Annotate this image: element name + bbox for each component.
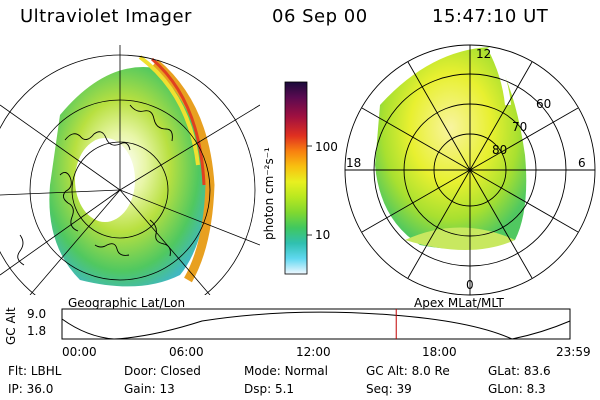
colorbar bbox=[284, 81, 312, 275]
info-glat: GLat: 83.6 bbox=[488, 364, 551, 378]
info-door: Door: Closed bbox=[124, 364, 201, 378]
right-map-label: Apex MLat/MLT bbox=[414, 296, 504, 310]
x-tick-1200: 12:00 bbox=[296, 345, 331, 359]
mlt-label-18: 18 bbox=[346, 156, 362, 170]
colorbar-tick-10: 10 bbox=[315, 228, 331, 242]
altitude-ylabel: GC Alt bbox=[4, 307, 18, 345]
lat-label-60: 60 bbox=[536, 97, 552, 111]
info-gc-alt: GC Alt: 8.0 Re bbox=[366, 364, 450, 378]
info-ip: IP: 36.0 bbox=[8, 382, 54, 396]
info-dsp: Dsp: 5.1 bbox=[244, 382, 295, 396]
info-flt: Flt: LBHL bbox=[8, 364, 62, 378]
lat-label-70: 70 bbox=[512, 120, 528, 134]
altitude-ytick-low: 1.8 bbox=[27, 324, 47, 338]
info-glon: GLon: 8.3 bbox=[488, 382, 546, 396]
geographic-map bbox=[0, 45, 260, 295]
left-map-label: Geographic Lat/Lon bbox=[68, 296, 186, 310]
lat-label-80: 80 bbox=[492, 143, 508, 157]
mlt-label-12: 12 bbox=[476, 47, 492, 61]
date-label: 06 Sep 00 bbox=[272, 6, 368, 27]
instrument-title: Ultraviolet Imager bbox=[20, 6, 192, 27]
info-mode: Mode: Normal bbox=[244, 364, 328, 378]
mlt-label-0: 0 bbox=[466, 278, 474, 292]
info-gain: Gain: 13 bbox=[124, 382, 175, 396]
time-label: 15:47:10 UT bbox=[432, 6, 549, 27]
colorbar-tick-100: 100 bbox=[315, 140, 338, 154]
mlt-label-6: 6 bbox=[578, 156, 586, 170]
altitude-ytick-high: 9.0 bbox=[27, 307, 47, 321]
altitude-curve bbox=[61, 311, 571, 340]
x-tick-2359: 23:59 bbox=[556, 345, 591, 359]
colorbar-unit-label: photon cm⁻²s⁻¹ bbox=[262, 147, 276, 240]
x-tick-1800: 18:00 bbox=[422, 345, 457, 359]
x-tick-0000: 00:00 bbox=[62, 345, 97, 359]
info-seq: Seq: 39 bbox=[366, 382, 412, 396]
polar-map bbox=[344, 44, 596, 296]
polar-image-region bbox=[375, 47, 527, 249]
x-tick-0600: 06:00 bbox=[169, 345, 204, 359]
altitude-plot bbox=[61, 308, 571, 340]
